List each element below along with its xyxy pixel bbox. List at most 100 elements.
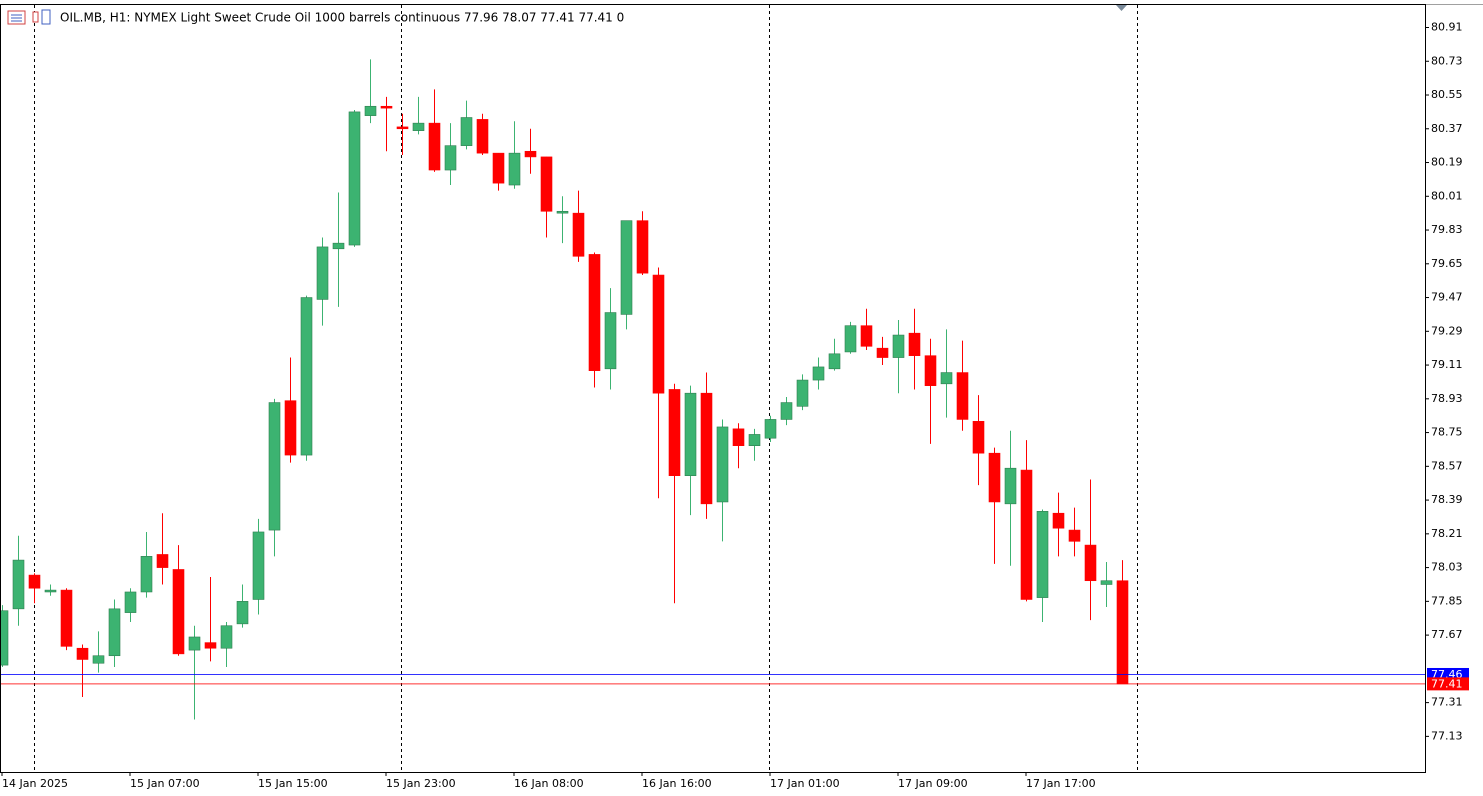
candle-body [1100,580,1113,585]
y-tick-label: 80.37 [1431,122,1463,135]
candle-body [1116,580,1129,685]
x-tick-label: 16 Jan 08:00 [514,777,584,790]
candle-body [140,556,153,593]
candle-body [508,152,521,186]
candle-body [460,117,473,146]
candle-body [1068,529,1081,542]
y-tick-label: 80.19 [1431,156,1463,169]
candle-body [748,434,761,446]
candle-body [700,392,713,505]
candle-body [92,655,105,664]
candle-body [1020,469,1033,600]
candle-body [556,210,569,214]
candle-body [572,212,585,257]
candle-body [924,355,937,386]
separators [34,5,1138,772]
y-tick-label: 78.03 [1431,561,1463,574]
candle-body [796,379,809,407]
y-tick-label: 77.67 [1431,628,1463,641]
candle-body [348,111,361,246]
y-tick-label: 79.47 [1431,291,1463,304]
candle-body [780,402,793,420]
candle-body [204,642,217,649]
candle-body [892,334,905,358]
candle-body [860,325,873,347]
candle-body [220,625,233,649]
candle-body [844,325,857,353]
candle-body [1004,467,1017,505]
candle-body [828,353,841,370]
price-label-box [1427,677,1469,691]
candle-body [124,591,137,613]
y-tick-label: 78.39 [1431,493,1463,506]
plot-area [1,59,1129,720]
candle-body [1036,511,1049,598]
x-tick-label: 15 Jan 15:00 [258,777,328,790]
candle-body [172,569,185,655]
candle-body [1052,512,1065,529]
header-icons [7,9,51,25]
y-tick-label: 80.91 [1431,21,1463,34]
plot-frame [0,4,1426,773]
y-tick-label: 78.75 [1431,426,1463,439]
candle-body [492,152,505,184]
y-tick-label: 77.13 [1431,729,1463,742]
candle-body [620,220,633,315]
price-label: 77.41 [1431,677,1463,690]
candle-body [380,105,393,109]
candle-body [60,589,73,647]
candle-body [396,126,409,130]
candle-body [540,156,553,212]
candle-body [108,608,121,657]
candle-body [44,589,57,593]
candle-body [332,242,345,250]
candle-body [444,145,457,171]
y-tick-label: 79.83 [1431,223,1463,236]
candle-body [12,559,25,610]
candle-body [1,610,9,666]
y-tick-label: 78.93 [1431,392,1463,405]
x-tick-label: 14 Jan 2025 [2,777,68,790]
candle-body [636,220,649,274]
candle-body [588,254,601,371]
candle-body [940,372,953,385]
x-tick-label: 15 Jan 23:00 [386,777,456,790]
candle-body [876,347,889,358]
y-tick-label: 78.21 [1431,527,1463,540]
candle-body [988,452,1001,503]
candle-body [764,419,777,439]
icon [41,9,51,25]
candle-body [316,246,329,300]
x-tick-label: 16 Jan 16:00 [642,777,712,790]
y-tick-label: 79.65 [1431,257,1463,270]
candle-body [236,601,249,625]
candle-body [476,119,489,154]
candle-body [1084,544,1097,582]
candle-body [76,647,89,660]
candle-body [716,426,729,503]
candle-body [524,150,537,158]
candle-body [652,274,665,394]
candle-body [732,428,745,446]
candle-body [412,122,425,131]
candle-body [972,421,985,454]
x-tick-label: 15 Jan 07:00 [130,777,200,790]
candle-body [812,366,825,381]
candle-body [428,122,441,171]
x-tick-label: 17 Jan 09:00 [898,777,968,790]
x-tick-label: 17 Jan 17:00 [1026,777,1096,790]
candle-body [268,402,281,531]
candle-body [684,392,697,477]
chart-title: OIL.MB, H1: NYMEX Light Sweet Crude Oil … [60,11,624,25]
candle-body [28,574,41,589]
candle-body [284,400,297,456]
candle-body [252,531,265,600]
y-tick-label: 80.73 [1431,54,1463,67]
candle-body [604,312,617,370]
candle-body [300,297,313,456]
x-tick-label: 17 Jan 01:00 [770,777,840,790]
y-tick-label: 78.57 [1431,459,1463,472]
candle-body [188,636,201,651]
